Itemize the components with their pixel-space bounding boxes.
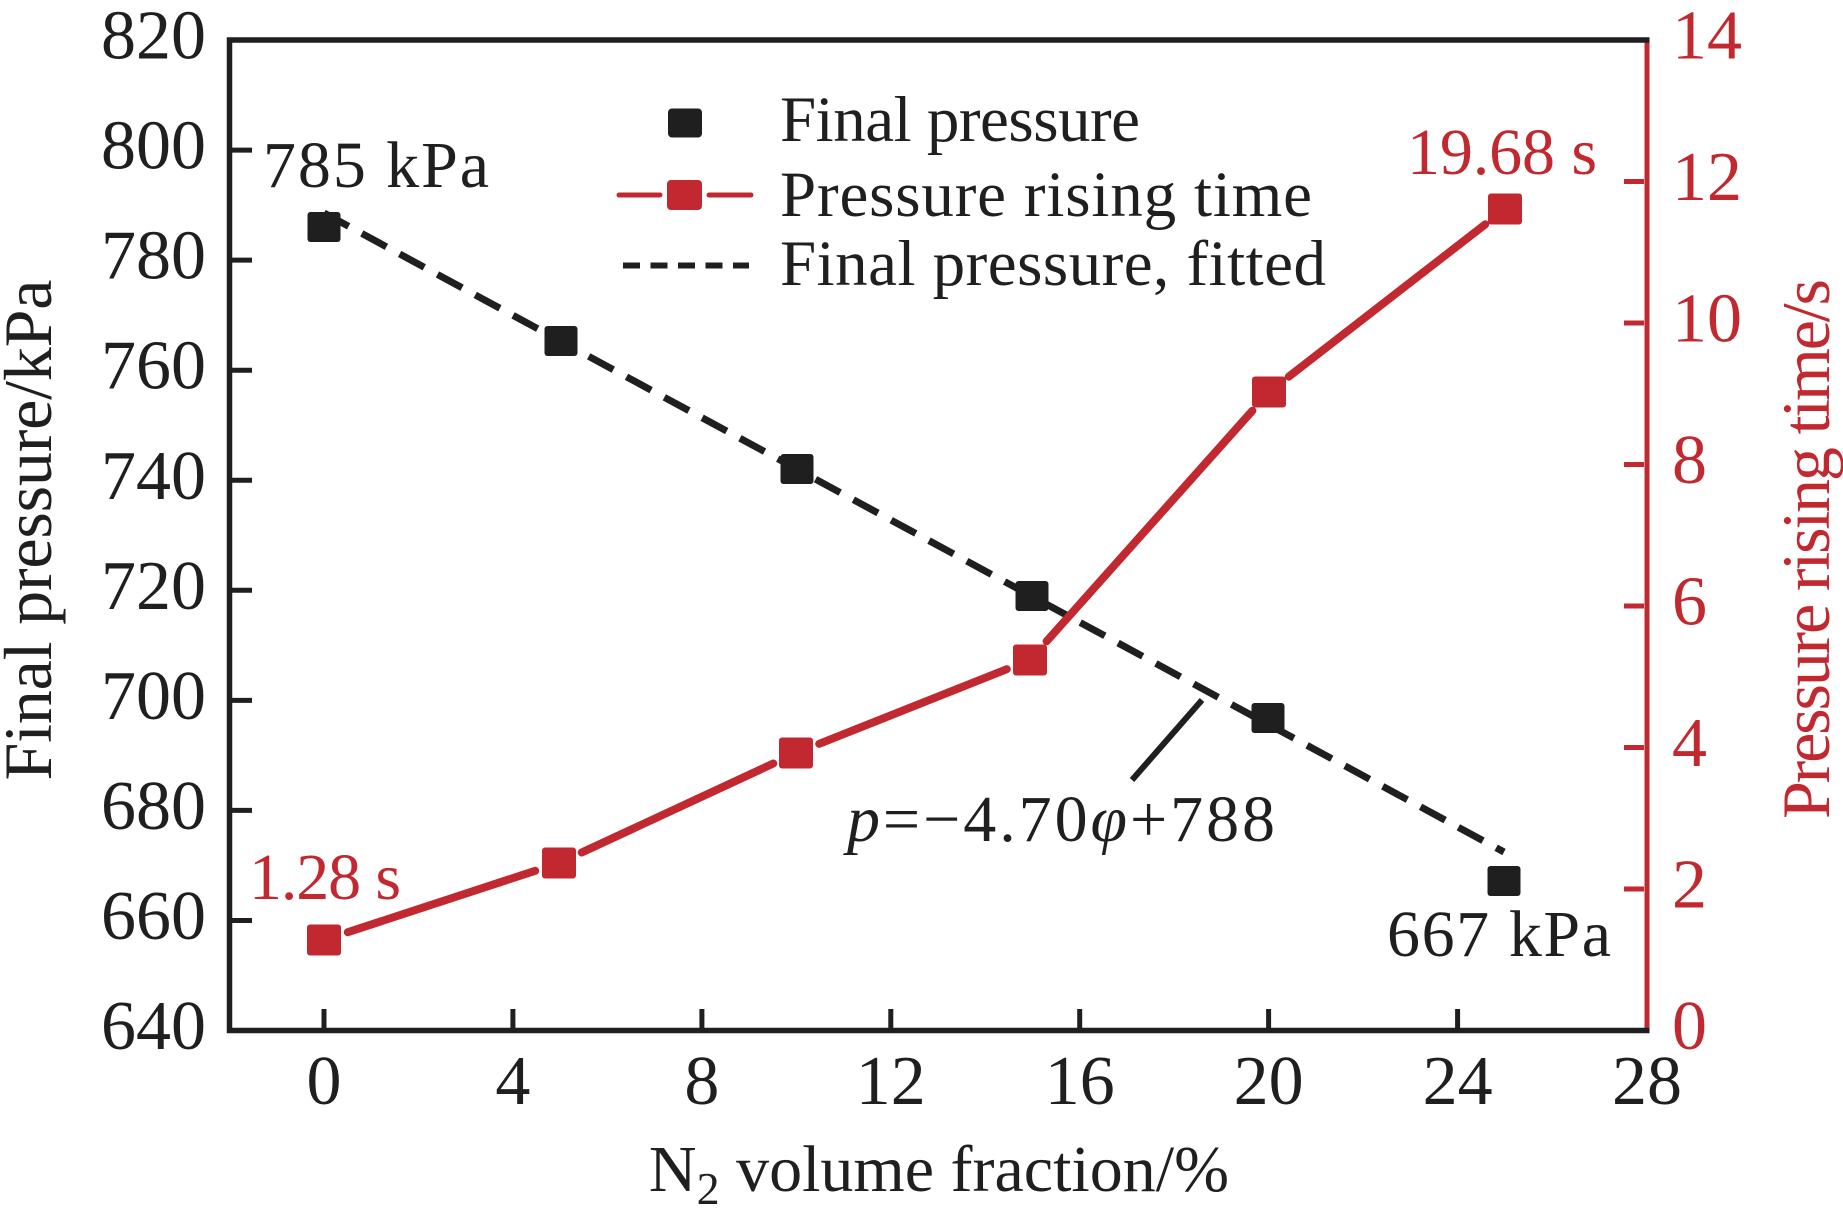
svg-text:10: 10 (1672, 281, 1742, 358)
svg-text:6: 6 (1672, 564, 1707, 641)
svg-text:Pressure rising time/s: Pressure rising time/s (1768, 279, 1843, 819)
svg-text:760: 760 (101, 328, 206, 405)
svg-text:2: 2 (1672, 847, 1707, 924)
svg-text:12: 12 (856, 1043, 926, 1120)
svg-text:700: 700 (101, 658, 206, 735)
svg-text:785 kPa: 785 kPa (263, 129, 489, 202)
svg-text:8: 8 (684, 1043, 719, 1120)
svg-text:720: 720 (101, 548, 206, 625)
svg-text:Final pressure/kPa: Final pressure/kPa (0, 280, 66, 781)
svg-text:680: 680 (101, 768, 206, 845)
svg-text:Final pressure, fitted: Final pressure, fitted (780, 228, 1326, 300)
svg-text:4: 4 (1672, 705, 1707, 782)
svg-text:p=−4.70φ+788: p=−4.70φ+788 (843, 783, 1275, 856)
svg-text:0: 0 (307, 1043, 342, 1120)
svg-text:660: 660 (101, 878, 206, 955)
svg-text:16: 16 (1045, 1043, 1115, 1120)
svg-text:Final pressure: Final pressure (780, 84, 1140, 156)
svg-text:Pressure rising time: Pressure rising time (780, 159, 1312, 231)
svg-text:8: 8 (1672, 422, 1707, 499)
svg-text:667 kPa: 667 kPa (1387, 898, 1611, 971)
svg-text:740: 740 (101, 438, 206, 515)
svg-text:640: 640 (101, 988, 206, 1065)
svg-text:14: 14 (1672, 0, 1742, 75)
svg-text:820: 820 (101, 0, 206, 75)
svg-text:12: 12 (1672, 139, 1742, 216)
svg-text:24: 24 (1423, 1043, 1493, 1120)
svg-text:20: 20 (1234, 1043, 1304, 1120)
svg-text:800: 800 (101, 108, 206, 185)
svg-text:780: 780 (101, 218, 206, 295)
svg-text:4: 4 (495, 1043, 530, 1120)
svg-text:19.68 s: 19.68 s (1407, 116, 1597, 189)
svg-text:N2 volume fraction/%: N2 volume fraction/% (649, 1133, 1229, 1214)
svg-text:0: 0 (1672, 988, 1707, 1065)
svg-text:1.28 s: 1.28 s (249, 841, 401, 914)
svg-text:28: 28 (1612, 1043, 1682, 1120)
